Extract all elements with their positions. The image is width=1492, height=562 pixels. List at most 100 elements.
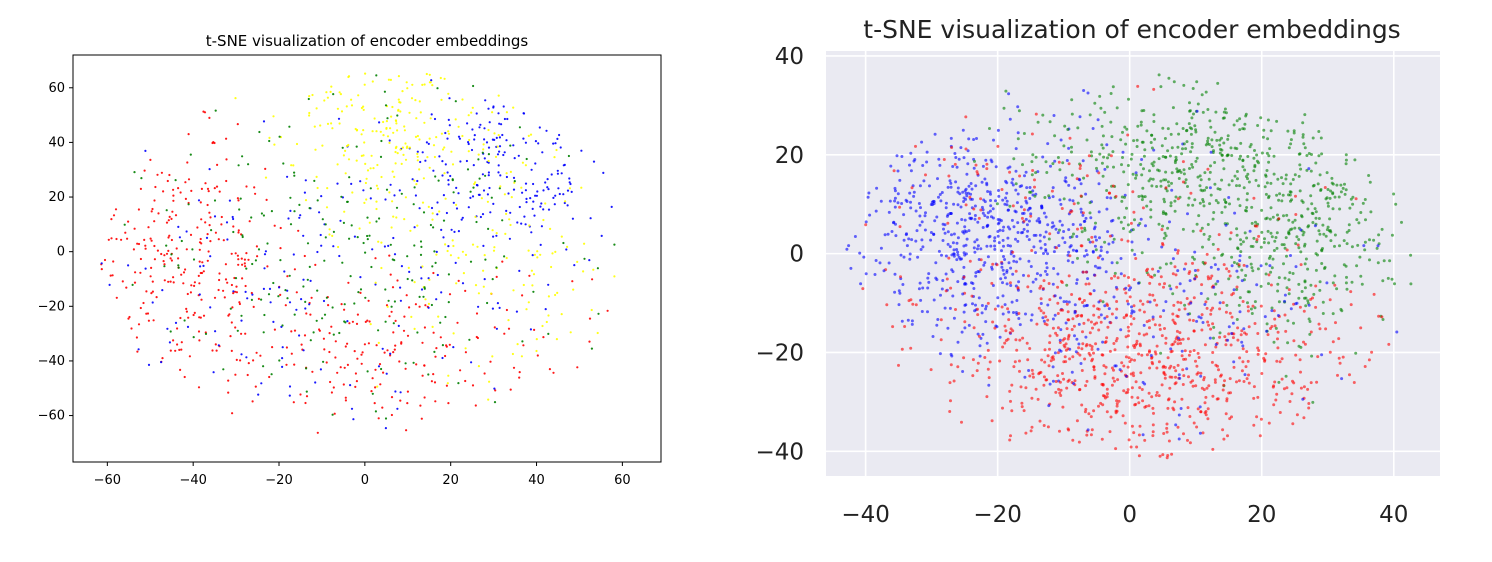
scatter-point bbox=[1110, 312, 1114, 316]
scatter-point bbox=[1104, 365, 1108, 369]
scatter-point bbox=[170, 238, 173, 242]
scatter-point bbox=[909, 206, 913, 210]
scatter-point bbox=[1129, 314, 1133, 318]
scatter-point bbox=[1253, 306, 1257, 310]
scatter-point bbox=[1222, 263, 1226, 267]
scatter-point bbox=[486, 301, 489, 305]
scatter-point bbox=[874, 259, 878, 262]
scatter-point bbox=[363, 201, 366, 204]
scatter-point bbox=[512, 176, 516, 179]
scatter-point bbox=[1021, 163, 1024, 167]
scatter-point bbox=[1149, 215, 1153, 219]
scatter-point bbox=[320, 195, 323, 198]
scatter-point bbox=[1124, 291, 1128, 295]
scatter-point bbox=[418, 305, 421, 308]
scatter-point bbox=[1318, 232, 1322, 236]
scatter-point bbox=[532, 200, 535, 203]
scatter-point bbox=[237, 231, 240, 234]
scatter-point bbox=[430, 303, 433, 307]
scatter-point bbox=[1028, 374, 1032, 378]
scatter-point bbox=[613, 243, 616, 246]
scatter-point bbox=[527, 134, 530, 137]
scatter-point bbox=[1009, 266, 1013, 270]
scatter-point bbox=[1255, 415, 1259, 419]
scatter-point bbox=[946, 242, 950, 246]
scatter-point bbox=[1067, 335, 1071, 339]
scatter-point bbox=[464, 347, 467, 350]
scatter-point bbox=[1161, 224, 1165, 228]
scatter-point bbox=[1081, 213, 1085, 217]
scatter-point bbox=[477, 305, 480, 308]
scatter-point bbox=[316, 199, 319, 202]
scatter-point bbox=[874, 209, 878, 213]
scatter-point bbox=[1142, 323, 1146, 327]
scatter-point bbox=[1298, 189, 1302, 193]
scatter-point bbox=[272, 115, 275, 118]
scatter-point bbox=[299, 393, 302, 396]
scatter-point bbox=[372, 167, 375, 170]
scatter-point bbox=[174, 321, 178, 324]
scatter-point bbox=[493, 246, 496, 249]
scatter-point bbox=[208, 168, 211, 171]
scatter-point bbox=[144, 247, 147, 250]
scatter-point bbox=[921, 164, 925, 167]
scatter-point bbox=[1039, 273, 1043, 277]
scatter-point bbox=[1265, 216, 1269, 220]
scatter-point bbox=[204, 332, 208, 335]
scatter-point bbox=[179, 316, 182, 320]
scatter-point bbox=[1051, 162, 1055, 166]
scatter-point bbox=[1069, 244, 1073, 248]
scatter-point bbox=[1312, 292, 1316, 296]
scatter-point bbox=[975, 369, 979, 373]
scatter-point bbox=[499, 174, 502, 177]
scatter-point bbox=[1392, 192, 1396, 196]
scatter-point bbox=[315, 319, 318, 322]
scatter-point bbox=[1134, 173, 1138, 177]
scatter-point bbox=[1331, 340, 1335, 344]
scatter-point bbox=[1283, 313, 1287, 317]
scatter-point bbox=[1209, 164, 1212, 168]
scatter-point bbox=[530, 269, 534, 272]
scatter-point bbox=[1299, 250, 1303, 254]
scatter-point bbox=[918, 214, 922, 218]
scatter-point bbox=[898, 225, 902, 229]
scatter-point bbox=[393, 175, 396, 178]
scatter-point bbox=[307, 97, 310, 101]
scatter-point bbox=[1251, 304, 1255, 308]
scatter-point bbox=[1129, 286, 1133, 290]
scatter-point bbox=[553, 203, 556, 206]
scatter-point bbox=[964, 197, 968, 201]
scatter-point bbox=[1177, 177, 1181, 180]
scatter-point bbox=[435, 253, 438, 256]
scatter-point bbox=[475, 312, 479, 315]
scatter-point bbox=[990, 281, 994, 285]
scatter-point bbox=[956, 203, 960, 207]
scatter-point bbox=[1236, 326, 1240, 330]
scatter-point bbox=[348, 322, 351, 325]
scatter-point bbox=[433, 155, 436, 159]
scatter-point bbox=[1020, 216, 1024, 220]
scatter-point bbox=[133, 281, 137, 284]
scatter-point bbox=[399, 110, 402, 113]
scatter-point bbox=[974, 274, 978, 278]
scatter-point bbox=[214, 343, 217, 346]
scatter-point bbox=[518, 376, 521, 379]
scatter-point bbox=[431, 265, 434, 268]
scatter-point bbox=[1344, 188, 1348, 192]
scatter-point bbox=[384, 198, 387, 201]
scatter-point bbox=[447, 301, 450, 304]
scatter-point bbox=[541, 151, 544, 154]
scatter-point bbox=[1152, 87, 1156, 91]
scatter-point bbox=[1298, 358, 1302, 362]
scatter-point bbox=[232, 292, 235, 295]
scatter-point bbox=[1363, 248, 1367, 252]
scatter-point bbox=[1059, 394, 1063, 397]
scatter-point bbox=[406, 390, 409, 393]
scatter-point bbox=[308, 114, 311, 117]
scatter-point bbox=[397, 324, 400, 327]
scatter-point bbox=[908, 257, 912, 261]
scatter-point bbox=[1274, 236, 1278, 239]
scatter-point bbox=[186, 161, 189, 164]
scatter-point bbox=[339, 219, 342, 222]
scatter-point bbox=[1196, 175, 1200, 179]
